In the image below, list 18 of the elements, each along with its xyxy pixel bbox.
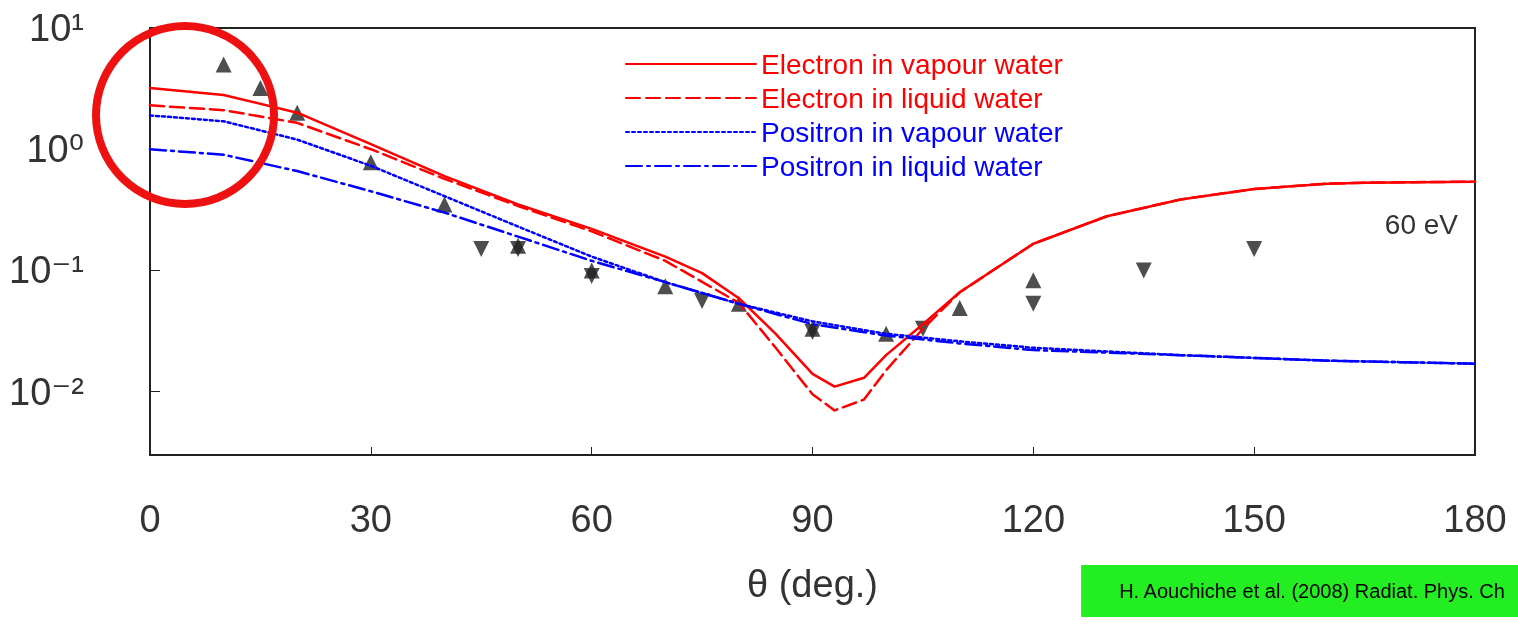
y-tick-label: 10⁻¹ bbox=[9, 249, 84, 292]
legend-label: Electron in liquid water bbox=[761, 82, 1043, 114]
x-tick-label: 60 bbox=[570, 498, 613, 540]
x-axis-title: θ (deg.) bbox=[747, 563, 878, 605]
y-tick-label: 10⁰ bbox=[26, 128, 84, 171]
y-tick-label: 10¹ bbox=[29, 7, 84, 49]
annotation: 60 eV bbox=[1384, 208, 1459, 240]
legend-label: Positron in liquid water bbox=[761, 150, 1043, 182]
x-tick-label: 180 bbox=[1443, 498, 1507, 540]
legend-label: Positron in vapour water bbox=[761, 116, 1063, 148]
x-tick-label: 30 bbox=[349, 498, 392, 540]
x-tick-label: 150 bbox=[1222, 498, 1286, 540]
x-tick-label: 120 bbox=[1001, 498, 1066, 540]
y-tick-label: 10⁻² bbox=[9, 370, 84, 413]
text: H. Aouchiche et al. (2008) Radiat. Phys. Ch bbox=[1119, 580, 1505, 602]
x-tick-label: 90 bbox=[791, 498, 834, 540]
x-tick-label: 0 bbox=[139, 498, 161, 540]
legend-label: Electron in vapour water bbox=[761, 48, 1063, 80]
